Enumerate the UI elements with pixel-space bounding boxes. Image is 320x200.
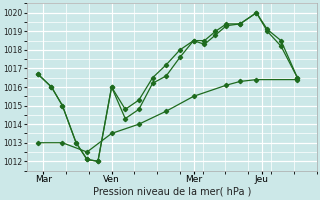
X-axis label: Pression niveau de la mer( hPa ): Pression niveau de la mer( hPa ) bbox=[92, 187, 251, 197]
